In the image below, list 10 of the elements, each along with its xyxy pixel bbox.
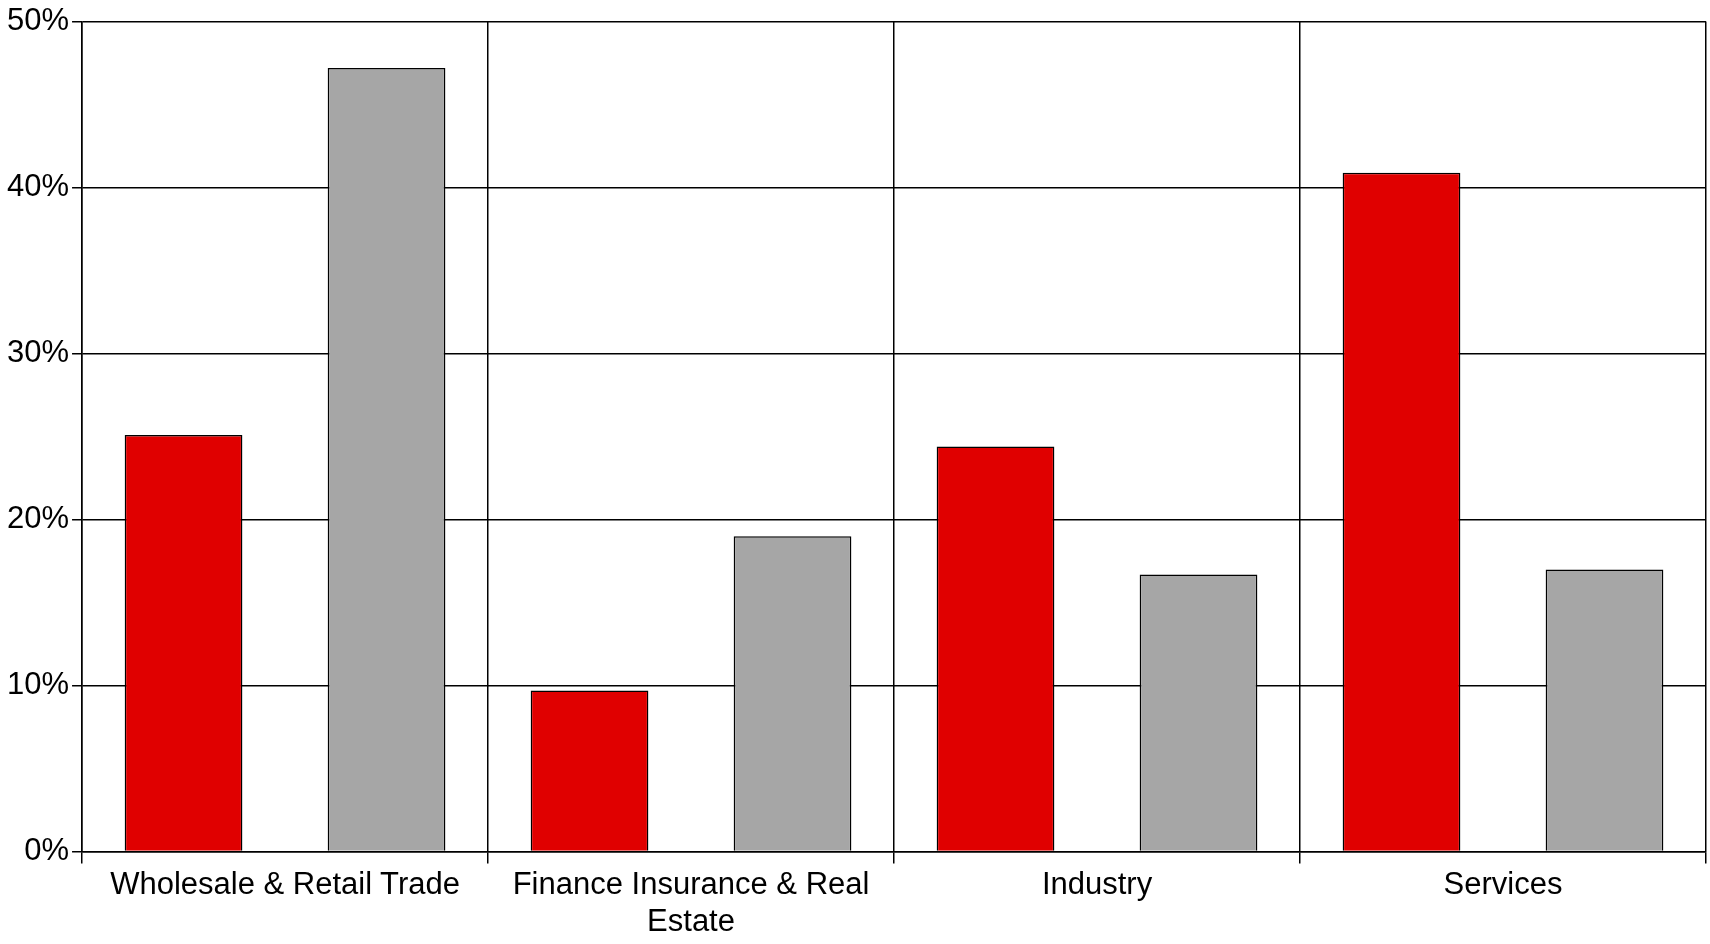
x-tick-label: Wholesale & Retail Trade xyxy=(110,865,460,901)
y-tick-label: 50% xyxy=(7,2,70,38)
x-tick-label: Industry xyxy=(1041,865,1153,901)
y-tick-label: 10% xyxy=(7,666,70,702)
y-tick-label: 20% xyxy=(7,500,70,536)
y-tick-label: 30% xyxy=(7,334,70,370)
x-tick-label: Services xyxy=(1443,865,1563,901)
x-tick-label: Finance Insurance & Real Estate xyxy=(512,865,870,938)
y-tick-label: 0% xyxy=(24,832,70,868)
y-tick-label: 40% xyxy=(7,168,70,204)
